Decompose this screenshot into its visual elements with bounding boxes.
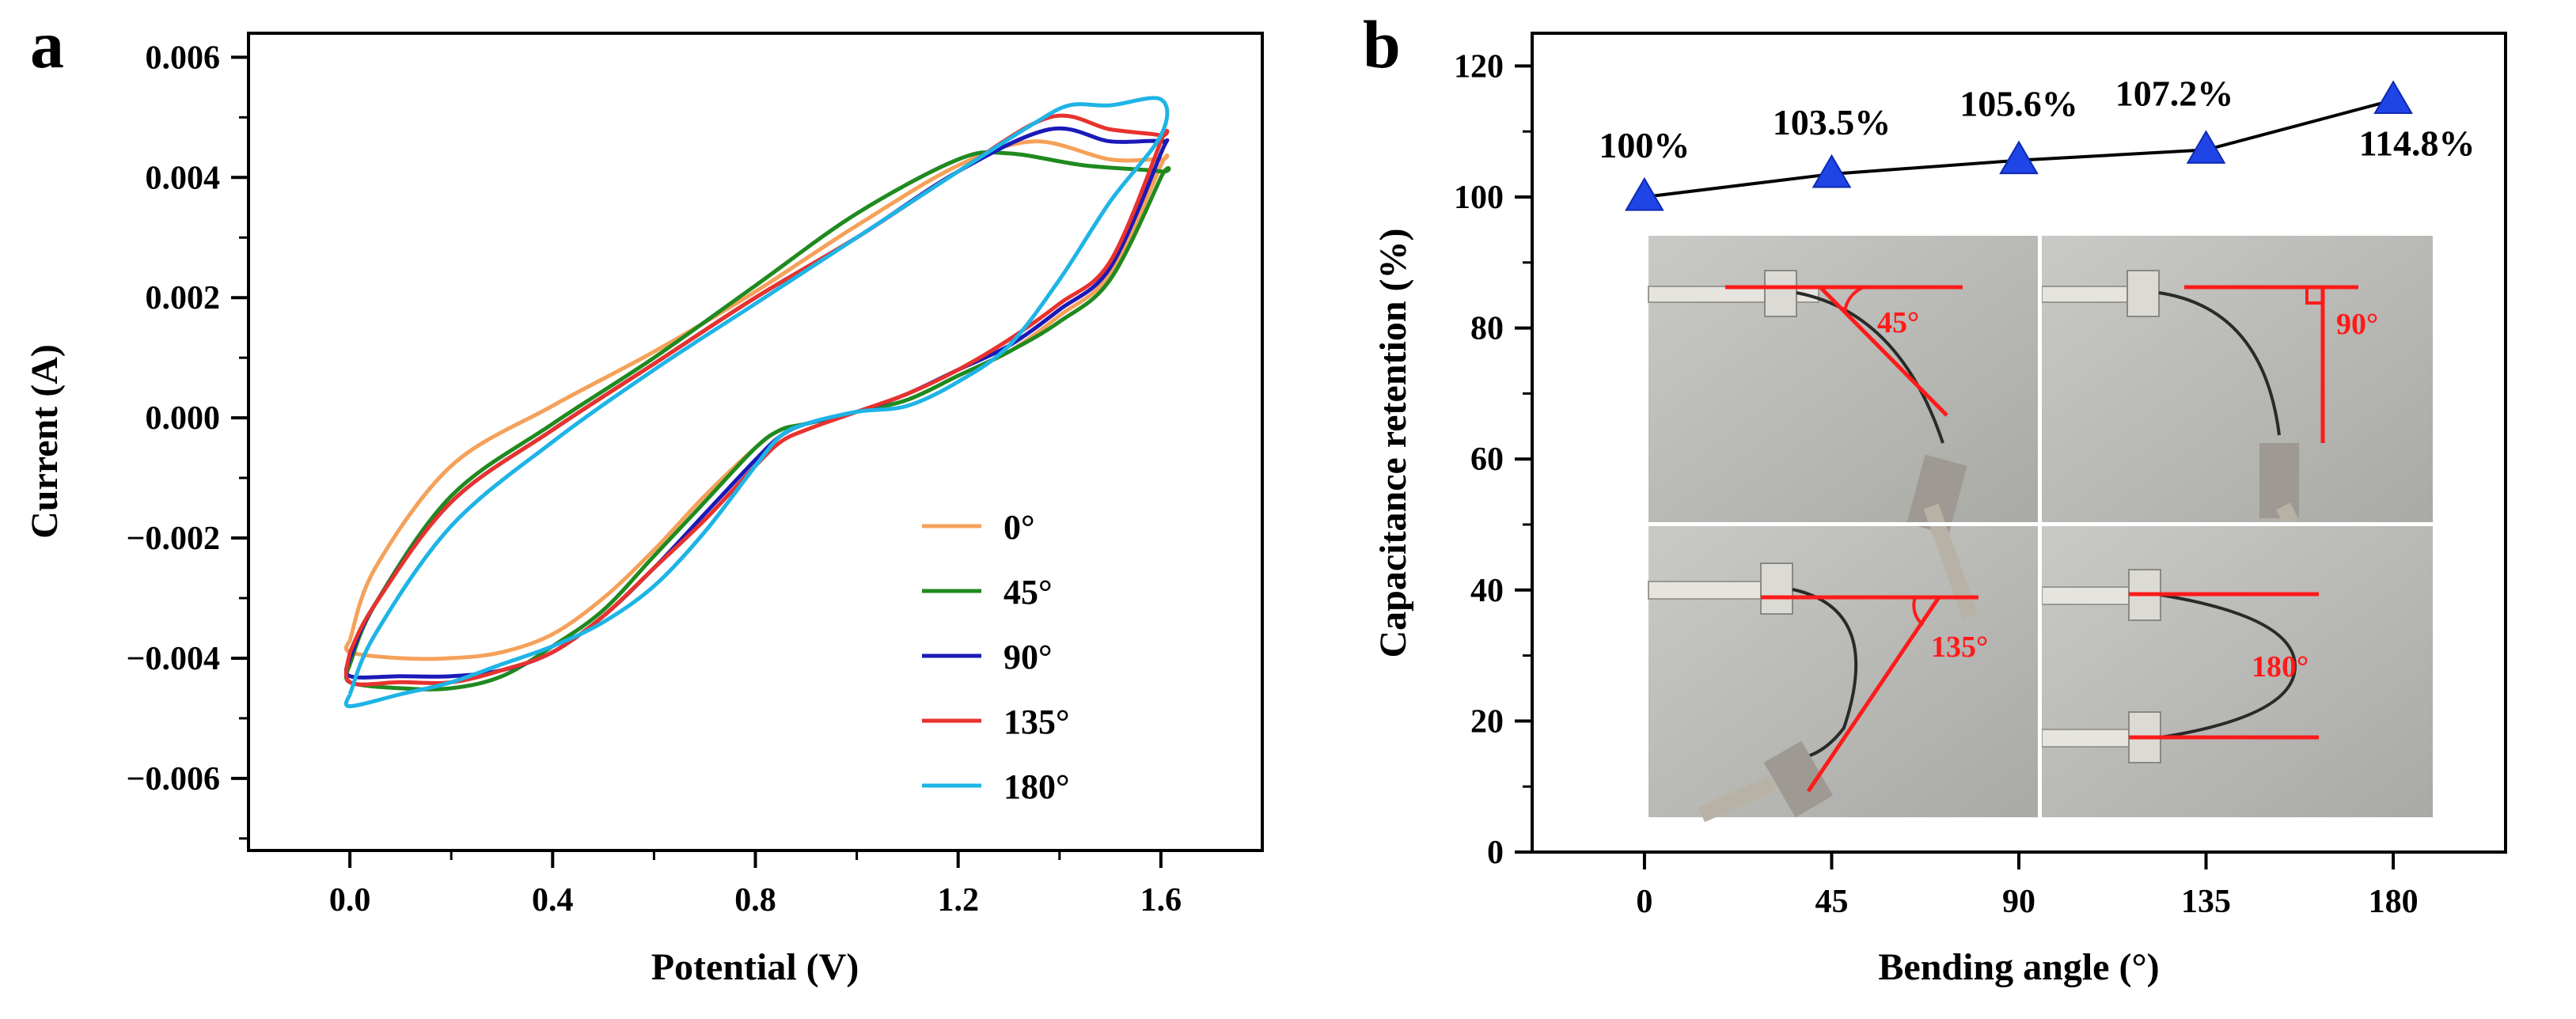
retention-y-tick-label: 40: [1470, 573, 1504, 609]
cv-plot-frame: [247, 32, 1264, 852]
photo-label-180: 180°: [2252, 650, 2309, 684]
photo-45: [1648, 236, 2038, 522]
retention-y-tick-label: 100: [1454, 180, 1504, 216]
photo-label-45: 45°: [1877, 306, 1919, 339]
retention-marker-90: [1999, 140, 2039, 175]
cv-y-tick-label: 0.002: [146, 280, 221, 316]
cv-curve-180deg: [343, 96, 1170, 709]
photo-180: [2042, 526, 2433, 817]
cv-curve-135deg: [343, 113, 1170, 687]
photo-90: [2042, 236, 2433, 522]
retention-marker-45: [1812, 153, 1852, 188]
cv-curves: [343, 96, 1171, 709]
retention-x-tick-label: 180: [2369, 884, 2419, 920]
cv-y-tick-label: −0.002: [127, 521, 220, 557]
retention-y-tick-label: 120: [1454, 48, 1504, 85]
retention-marker-180: [2373, 80, 2413, 114]
retention-data-label-180: 114.8%: [2359, 123, 2475, 163]
legend-label-45deg: 45°: [1003, 573, 1053, 612]
retention-series: 100% 103.5% 105.6% 107.2% 114.8%: [1599, 73, 2475, 211]
retention-marker-135: [2186, 130, 2226, 164]
legend-label-180deg: 180°: [1003, 767, 1070, 806]
cv-y-axis-label: Current (A): [24, 344, 66, 539]
retention-data-label-90: 105.6%: [1960, 84, 2078, 124]
cv-x-tick-label: 0.8: [734, 882, 776, 919]
cv-y-tick-label: 0.006: [146, 40, 221, 76]
cv-y-tick-label: 0.004: [146, 160, 221, 196]
cv-x-axis-label: Potential (V): [651, 946, 859, 988]
retention-y-tick-label: 80: [1470, 311, 1504, 347]
retention-marker-0: [1625, 176, 1664, 211]
retention-y-tick-label: 20: [1470, 703, 1504, 740]
photo-135: [1648, 526, 2038, 817]
retention-x-tick-label: 135: [2181, 884, 2231, 920]
retention-x-tick-label: 0: [1636, 884, 1652, 920]
photo-label-135: 135°: [1931, 631, 1988, 664]
retention-x-tick-label: 45: [1815, 884, 1848, 920]
legend-label-0deg: 0°: [1003, 508, 1035, 547]
retention-data-label-45: 103.5%: [1773, 102, 1891, 142]
device-135: [1648, 563, 1858, 823]
cv-axis-ticks: 0.0 0.4 0.8 1.2 1.6 −0.006 −0.004 −0.002 0.000 0.…: [127, 40, 1182, 919]
retention-axis-ticks: 0 45 90 135 180 0 20 40 60 80 100 120: [1454, 48, 2419, 920]
cv-y-tick-label: 0.000: [146, 400, 221, 437]
cv-x-tick-label: 1.6: [1140, 882, 1182, 919]
retention-chart: 45° 90° 135°: [1372, 32, 2507, 988]
retention-y-tick-label: 60: [1470, 441, 1504, 478]
cv-x-tick-label: 0.0: [329, 882, 371, 919]
legend-label-90deg: 90°: [1003, 638, 1053, 676]
retention-y-tick-label: 0: [1487, 835, 1504, 871]
retention-x-axis-label: Bending angle (°): [1878, 946, 2159, 988]
cv-x-tick-label: 0.4: [532, 882, 574, 919]
photo-label-90: 90°: [2336, 308, 2378, 341]
bending-photo-inset: 45° 90° 135°: [1648, 236, 2433, 823]
panel-b-label: b: [1363, 6, 1401, 82]
cv-y-tick-label: −0.006: [127, 761, 220, 797]
cv-x-tick-label: 1.2: [937, 882, 979, 919]
retention-x-tick-label: 90: [2002, 884, 2035, 920]
legend-label-135deg: 135°: [1003, 703, 1070, 741]
device-90: [2041, 270, 2299, 526]
cv-curve-45deg: [343, 150, 1171, 691]
cv-legend: 0° 45° 90° 135° 180°: [922, 508, 1070, 806]
cv-curve-0deg: [343, 139, 1170, 661]
panel-a-label: a: [30, 6, 64, 82]
cv-chart: 0.0 0.4 0.8 1.2 1.6 −0.006 −0.004 −0.002 0.000 0.…: [24, 32, 1264, 988]
retention-data-label-0: 100%: [1599, 125, 1690, 165]
retention-data-label-135: 107.2%: [2115, 73, 2234, 113]
cv-y-tick-label: −0.004: [127, 641, 220, 677]
retention-y-axis-label: Capacitance retention (%): [1372, 229, 1414, 658]
